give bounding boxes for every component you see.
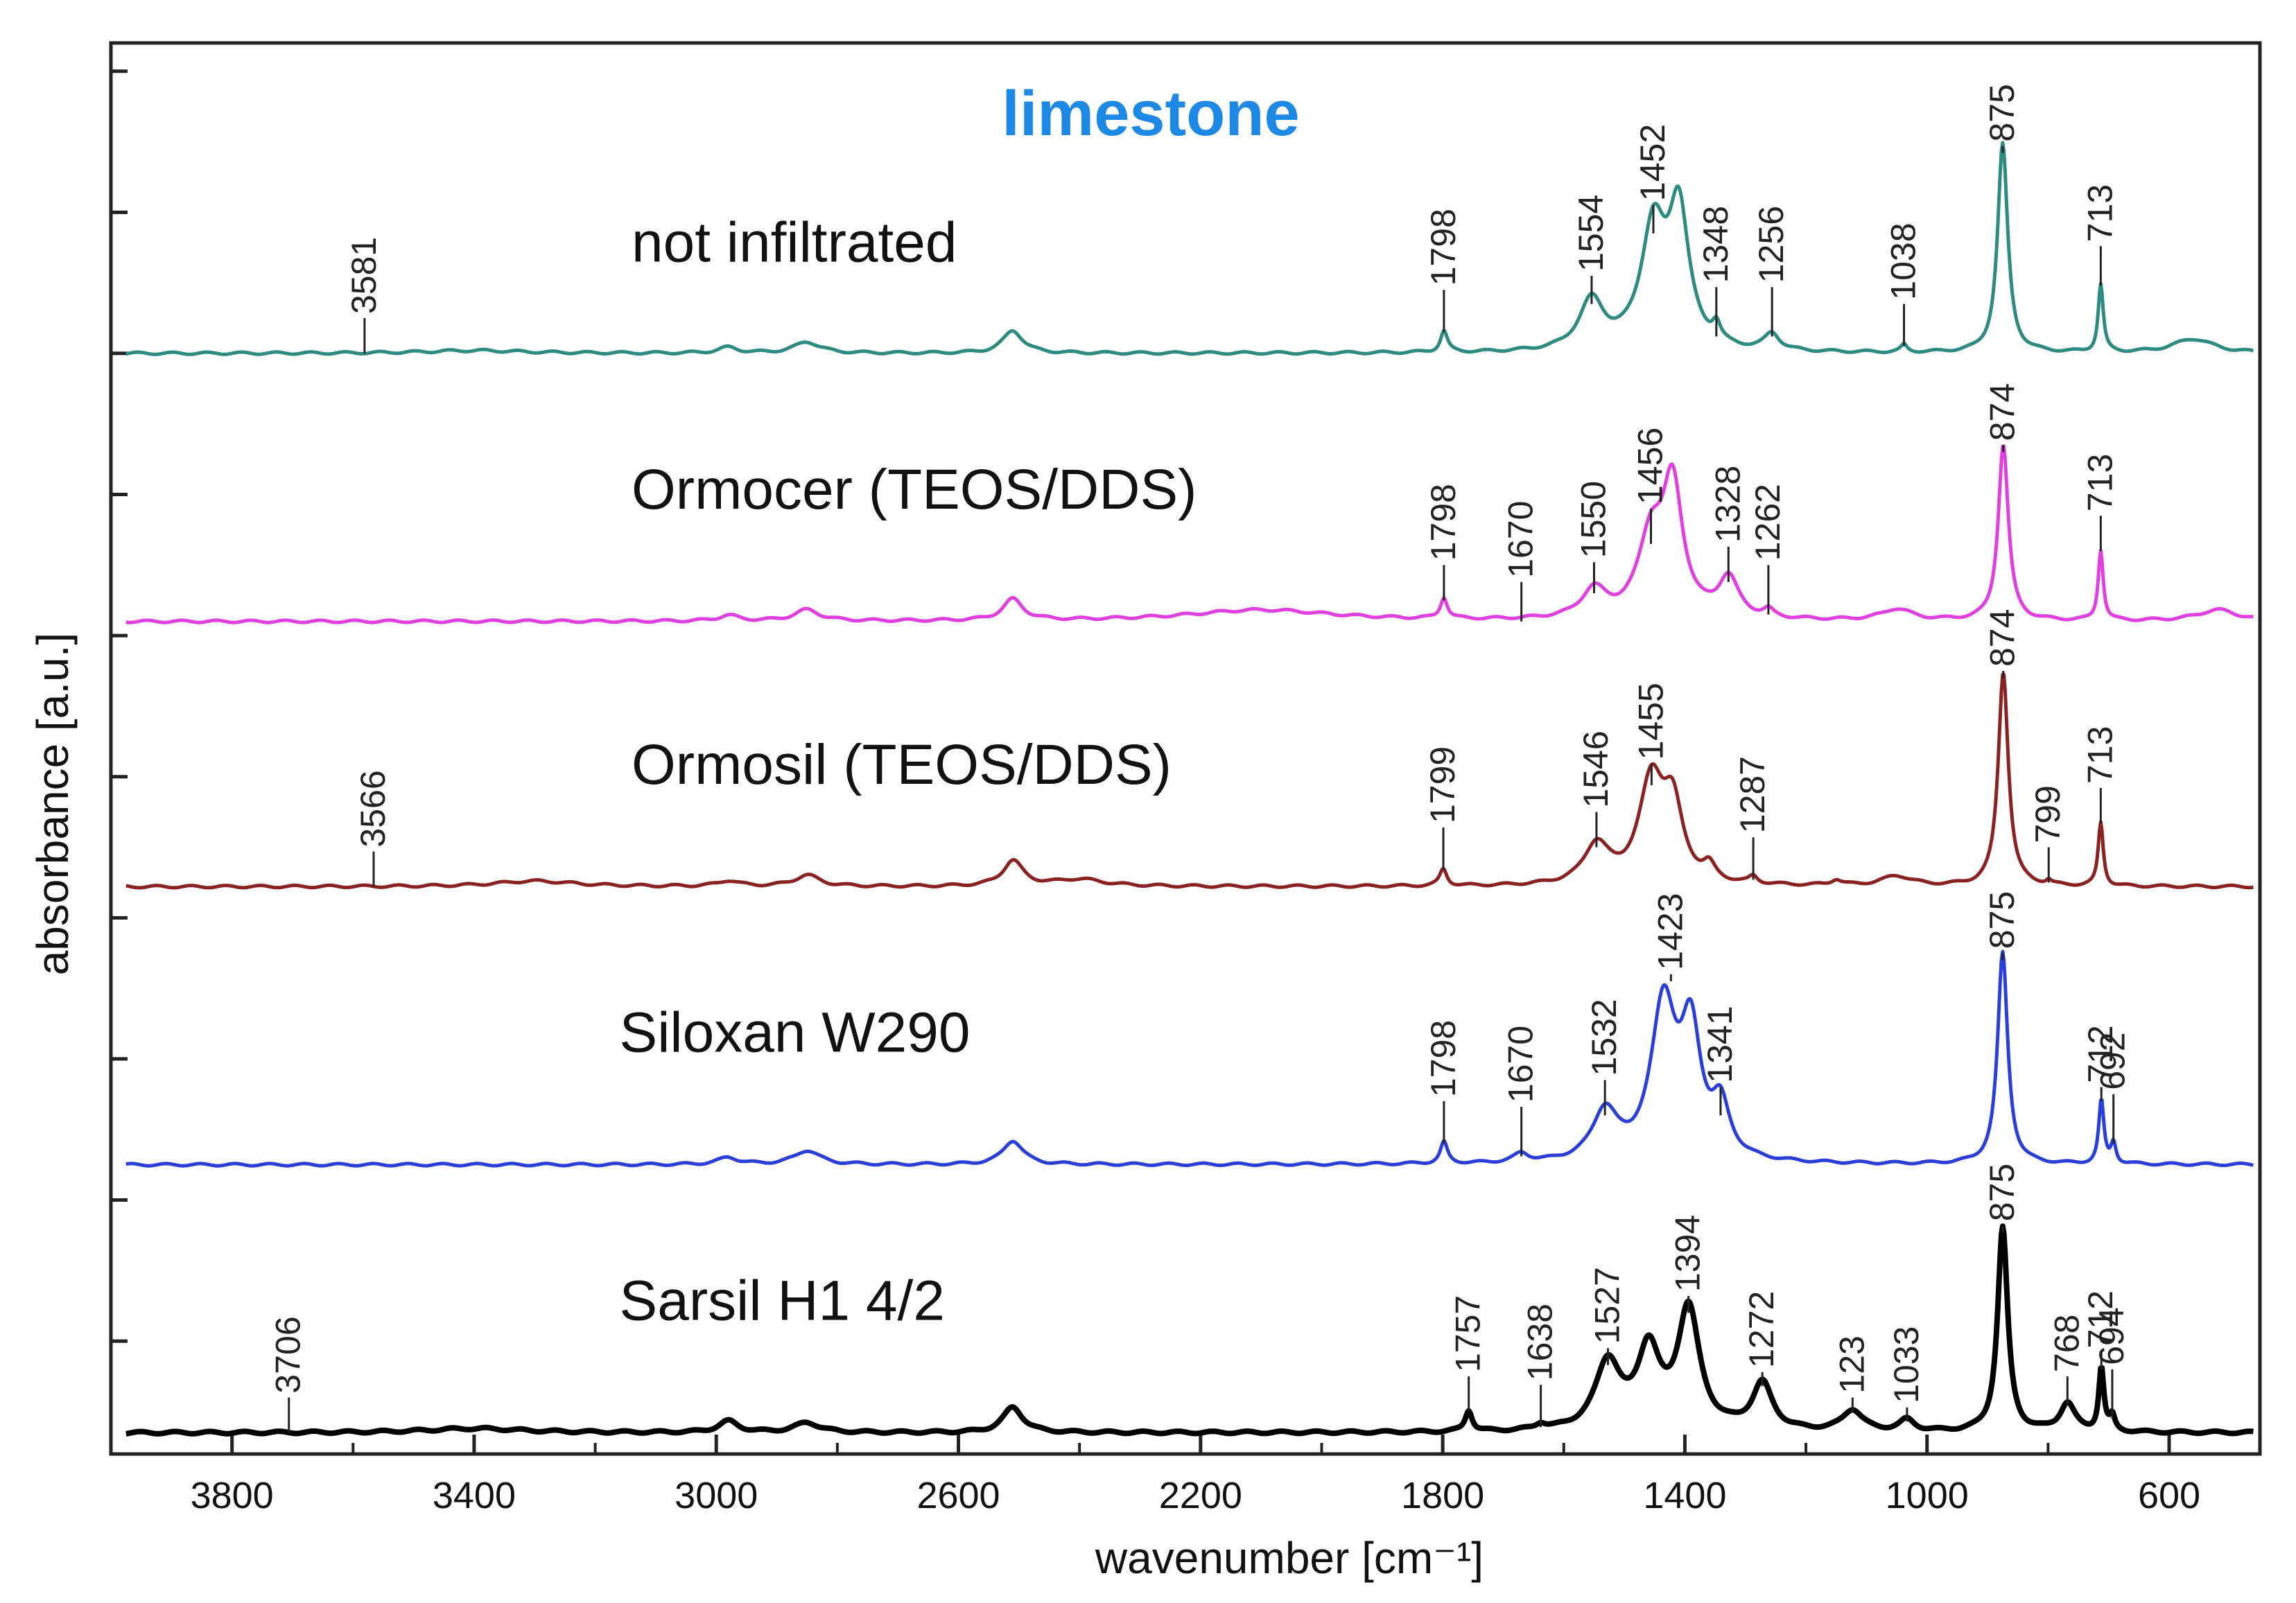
spectrum-line — [124, 1223, 2255, 1437]
peak-label: 1256 — [1752, 206, 1791, 283]
peak-label: 1341 — [1701, 1006, 1739, 1083]
peak-label: 1532 — [1585, 999, 1624, 1076]
peak-label: 3581 — [345, 237, 383, 314]
peak-label: 875 — [1983, 891, 2021, 949]
x-tick-label: 600 — [2138, 1475, 2200, 1516]
peak-label: 123 — [1832, 1335, 1871, 1393]
x-axis-label: wavenumber [cm⁻¹] — [1095, 1533, 1484, 1583]
peak-label: 1799 — [1423, 746, 1462, 823]
peak-label: 1328 — [1708, 466, 1747, 543]
x-tick-label: 3400 — [433, 1475, 516, 1516]
x-axis-ticks: 3800 3400 3000 2600 2200 1800 1400 1000 600 — [191, 1435, 2200, 1516]
peak-label: 1527 — [1588, 1267, 1627, 1344]
peak-label: 875 — [1983, 84, 2021, 141]
peak-label: 3706 — [269, 1316, 308, 1393]
peak-label: 692 — [2094, 1032, 2132, 1089]
peak-annotations: 3581 1798 1554 1452 1348 1256 1038 875 713 1798 16… — [269, 84, 2132, 1433]
peak-label: 1554 — [1572, 195, 1610, 272]
series-label: Ormosil (TEOS/DDS) — [632, 733, 1172, 796]
y-axis-label: absorbance [a.u.] — [28, 633, 78, 976]
peak-label: 713 — [2080, 454, 2119, 511]
spectrum-line — [125, 444, 2254, 624]
series-label: Siloxan W290 — [620, 1001, 971, 1065]
peak-label: 1798 — [1424, 209, 1463, 286]
spectrum-line — [125, 672, 2254, 890]
peak-label: 1455 — [1631, 683, 1670, 760]
peak-label: 799 — [2028, 785, 2067, 843]
peak-label: 1757 — [1449, 1295, 1488, 1372]
peak-label: 1546 — [1576, 730, 1615, 807]
peak-label: 1262 — [1748, 484, 1787, 561]
peak-label: 1423 — [1651, 893, 1689, 970]
x-tick-label: 1000 — [1886, 1475, 1969, 1516]
peak-label: 1394 — [1669, 1215, 1707, 1292]
x-tick-label: 3000 — [675, 1475, 758, 1516]
series-label: Ormocer (TEOS/DDS) — [632, 458, 1197, 521]
peak-label: 713 — [2080, 184, 2119, 242]
peak-label: 874 — [1983, 609, 2022, 667]
peak-label: 1670 — [1502, 501, 1540, 578]
series-label: Sarsil H1 4/2 — [620, 1270, 945, 1333]
chart-title: limestone — [1002, 78, 1299, 149]
peak-label: 1287 — [1733, 756, 1772, 833]
peak-label: 712 — [2081, 1025, 2120, 1083]
peak-label: 713 — [2080, 726, 2119, 784]
plot-frame — [109, 41, 2262, 1456]
peak-label: 1452 — [1633, 124, 1672, 201]
series-label: not infiltrated — [632, 211, 957, 274]
x-tick-label: 1400 — [1643, 1475, 1726, 1516]
x-tick-label: 1800 — [1401, 1475, 1484, 1516]
peak-label: 768 — [2047, 1315, 2086, 1372]
x-tick-label: 2200 — [1159, 1475, 1242, 1516]
peak-label: 3566 — [354, 770, 392, 847]
peak-label: 1550 — [1574, 481, 1612, 558]
y-axis-ticks — [111, 69, 128, 1343]
peak-label: 1348 — [1696, 206, 1735, 283]
peak-label: 1798 — [1424, 1020, 1463, 1097]
peak-label: 1638 — [1521, 1304, 1560, 1381]
peak-label: 1670 — [1502, 1026, 1540, 1103]
peak-label: 1456 — [1631, 428, 1670, 505]
peak-label: 1272 — [1742, 1291, 1781, 1368]
spectrum-line — [125, 949, 2254, 1168]
peak-label: 1798 — [1424, 484, 1463, 561]
x-tick-label: 2600 — [916, 1475, 1000, 1516]
x-tick-label: 3800 — [191, 1475, 274, 1516]
series-labels: not infiltrated Ormocer (TEOS/DDS) Ormosil… — [620, 211, 1197, 1333]
peak-label: 875 — [1983, 1164, 2021, 1221]
spectrum-line — [125, 141, 2254, 356]
peak-label: 1038 — [1884, 222, 1923, 299]
peak-label: 712 — [2081, 1290, 2120, 1348]
peak-label: 874 — [1983, 383, 2022, 441]
peak-label: 1033 — [1887, 1326, 1926, 1403]
spectra-series — [124, 141, 2255, 1437]
peak-label: 694 — [2092, 1307, 2131, 1365]
